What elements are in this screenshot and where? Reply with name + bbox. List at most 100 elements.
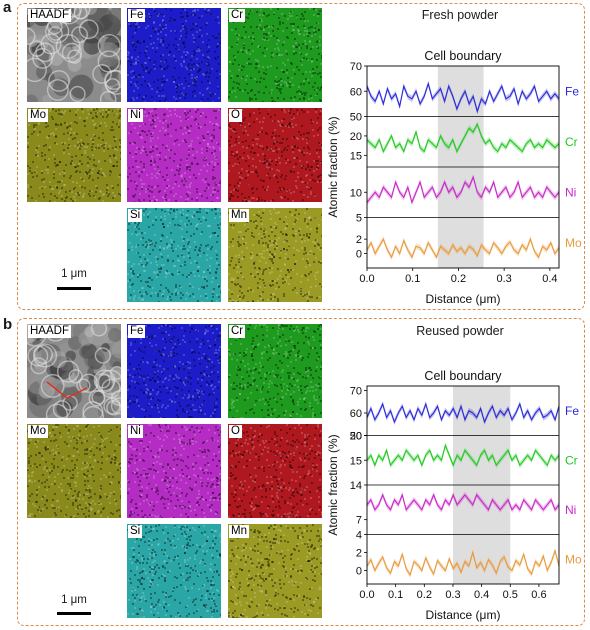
y-tick-label: 2 bbox=[356, 234, 362, 246]
series-line-fe bbox=[366, 402, 560, 424]
map-tile-label: Fe bbox=[128, 9, 146, 22]
panel-letter-b: b bbox=[3, 316, 13, 333]
panel-b-line-profile-chart: Cell boundary 50 60 70 Fe 15 20 Cr 7 14 Ni 0 2 4 Mo 0.0… bbox=[326, 369, 582, 622]
y-tick-label: 70 bbox=[350, 61, 362, 73]
series-line-ni bbox=[366, 493, 560, 511]
x-tick-label: 0.2 bbox=[417, 589, 432, 601]
map-tile-label: Mn bbox=[229, 525, 249, 538]
panel-a-frame bbox=[17, 3, 585, 310]
series-band-cr bbox=[367, 121, 559, 155]
series-label-cr: Cr bbox=[565, 453, 578, 467]
series-band-fe bbox=[367, 80, 559, 115]
series-label-ni: Ni bbox=[565, 185, 576, 199]
panel-a-title: Fresh powder bbox=[421, 8, 499, 22]
map-tile-label: Cr bbox=[229, 9, 246, 22]
plot-frame bbox=[366, 65, 560, 269]
map-tile-haadf: HAADF bbox=[27, 8, 121, 102]
map-tile-label: O bbox=[229, 425, 242, 438]
map-tile-fe: Fe bbox=[127, 8, 221, 102]
map-tile-label: Mo bbox=[28, 109, 48, 122]
x-tick-label: 0.3 bbox=[445, 589, 460, 601]
x-tick-label: 0.4 bbox=[542, 273, 557, 285]
plot-frame bbox=[366, 385, 560, 585]
y-tick-label: 15 bbox=[350, 150, 362, 162]
map-tile-mn: Mn bbox=[228, 524, 322, 618]
y-tick-label: 10 bbox=[350, 187, 362, 199]
x-tick-label: 0.6 bbox=[531, 589, 546, 601]
y-tick-label: 20 bbox=[350, 131, 362, 143]
map-tile-label: HAADF bbox=[28, 9, 71, 22]
series-line-cr bbox=[366, 122, 560, 153]
series-line-fe bbox=[366, 81, 560, 114]
map-tile-label: Mo bbox=[28, 425, 48, 438]
map-tile-label: O bbox=[229, 109, 242, 122]
series-line-mo bbox=[366, 548, 560, 577]
series-band-mo bbox=[367, 547, 559, 578]
x-tick-label: 0.0 bbox=[359, 589, 374, 601]
y-tick-label: 5 bbox=[356, 213, 362, 225]
map-tile-label: Fe bbox=[128, 325, 146, 338]
map-tile-cr: Cr bbox=[228, 324, 322, 418]
y-tick-label: 20 bbox=[350, 431, 362, 443]
panel-b-frame bbox=[17, 318, 585, 626]
x-tick-label: 0.3 bbox=[496, 273, 511, 285]
series-band-mo bbox=[367, 236, 559, 261]
panel-b-scale-bar-label: 1 μm bbox=[61, 594, 87, 606]
y-tick-label: 60 bbox=[350, 86, 362, 98]
map-tile-label: Ni bbox=[128, 109, 143, 122]
map-tile-label: Cr bbox=[229, 325, 246, 338]
panel-a-scale-bar-label: 1 μm bbox=[61, 268, 87, 280]
x-axis-label: Distance (μm) bbox=[426, 292, 501, 306]
chart-title: Cell boundary bbox=[424, 369, 502, 383]
map-tile-si: Si bbox=[127, 208, 221, 302]
y-tick-label: 50 bbox=[350, 112, 362, 124]
map-tile-haadf: HAADF bbox=[27, 324, 121, 418]
y-tick-label: 7 bbox=[356, 515, 362, 527]
y-tick-label: 4 bbox=[356, 530, 362, 542]
x-axis-label: Distance (μm) bbox=[426, 608, 501, 622]
map-tile-ni: Ni bbox=[127, 108, 221, 202]
panel-letter-a: a bbox=[3, 0, 12, 16]
series-label-fe: Fe bbox=[565, 84, 579, 98]
y-tick-label: 15 bbox=[350, 455, 362, 467]
series-label-mo: Mo bbox=[565, 236, 582, 250]
y-tick-label: 2 bbox=[356, 548, 362, 560]
map-tile-o: O bbox=[228, 108, 322, 202]
series-label-mo: Mo bbox=[565, 552, 582, 566]
map-tile-mo: Mo bbox=[27, 424, 121, 518]
series-label-cr: Cr bbox=[565, 135, 578, 149]
map-tile-label: HAADF bbox=[28, 325, 71, 338]
map-tile-cr: Cr bbox=[228, 8, 322, 102]
y-axis-label: Atomic fraction (%) bbox=[326, 116, 340, 217]
y-axis-label: Atomic fraction (%) bbox=[326, 434, 340, 535]
series-line-cr bbox=[366, 443, 560, 467]
y-tick-label: 14 bbox=[350, 480, 362, 492]
series-line-mo bbox=[366, 237, 560, 259]
x-tick-label: 0.0 bbox=[359, 273, 374, 285]
y-tick-label: 0 bbox=[356, 249, 362, 261]
panel-a-line-profile-chart: Cell boundary 50 60 70 Fe 15 20 Cr 5 10 Ni 0 2 Mo 0.0 0… bbox=[326, 49, 582, 306]
series-band-ni bbox=[367, 174, 559, 206]
x-tick-label: 0.5 bbox=[503, 589, 518, 601]
x-tick-label: 0.2 bbox=[451, 273, 466, 285]
series-line-ni bbox=[366, 175, 560, 205]
panel-a-scale-bar bbox=[57, 287, 91, 290]
panel-b-title: Reused powder bbox=[416, 324, 504, 338]
map-tile-label: Si bbox=[128, 209, 143, 222]
y-tick-label: 70 bbox=[350, 386, 362, 398]
series-label-ni: Ni bbox=[565, 503, 576, 517]
y-tick-label: 50 bbox=[350, 431, 362, 443]
map-tile-mo: Mo bbox=[27, 108, 121, 202]
chart-title: Cell boundary bbox=[424, 49, 502, 63]
series-label-fe: Fe bbox=[565, 404, 579, 418]
map-tile-fe: Fe bbox=[127, 324, 221, 418]
map-tile-si: Si bbox=[127, 524, 221, 618]
x-tick-label: 0.1 bbox=[388, 589, 403, 601]
map-tile-mn: Mn bbox=[228, 208, 322, 302]
map-tile-label: Mn bbox=[229, 209, 249, 222]
x-tick-label: 0.1 bbox=[405, 273, 420, 285]
x-tick-label: 0.4 bbox=[474, 589, 489, 601]
y-tick-label: 60 bbox=[350, 408, 362, 420]
map-tile-label: Si bbox=[128, 525, 143, 538]
panel-b-scale-bar bbox=[57, 612, 91, 615]
